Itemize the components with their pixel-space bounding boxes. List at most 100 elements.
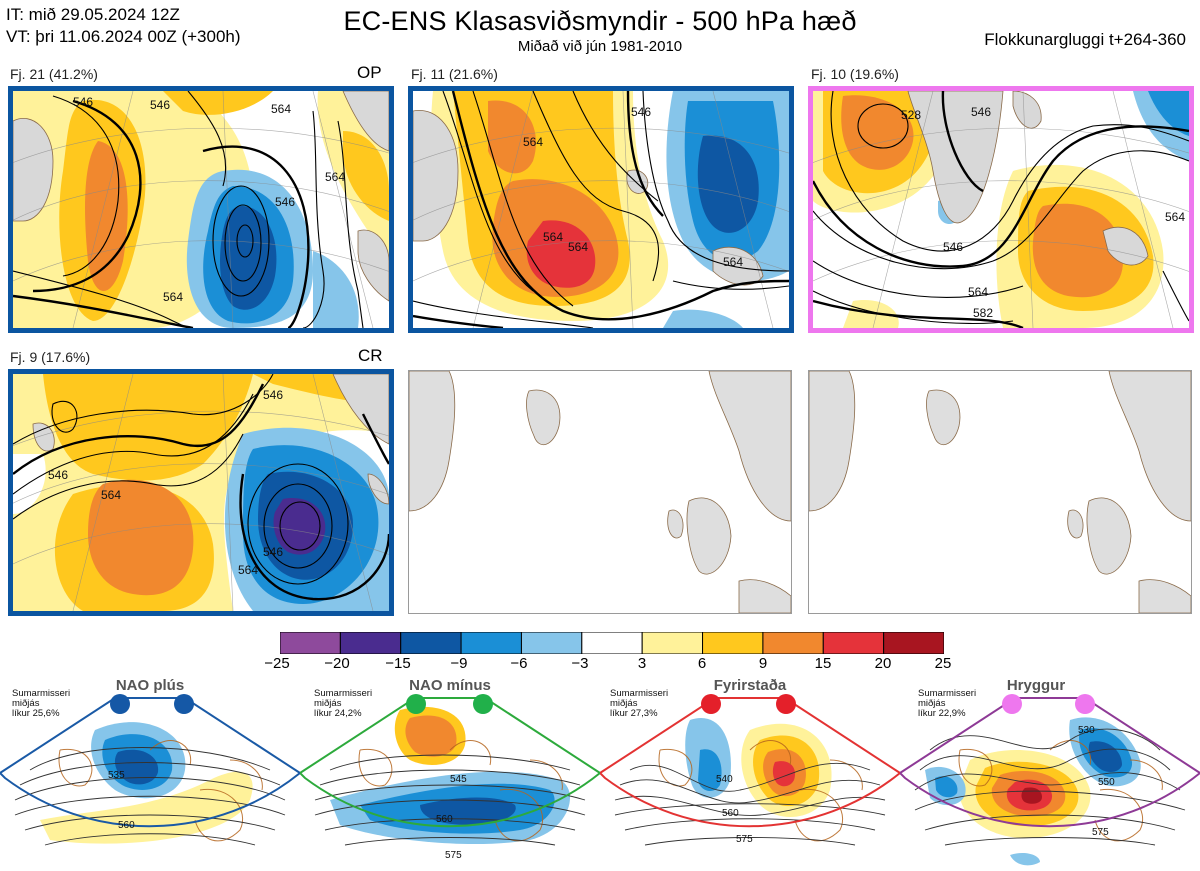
contour-label: 564 bbox=[101, 488, 121, 502]
regime-4-dot bbox=[1002, 694, 1022, 714]
regime-1-dot bbox=[174, 694, 194, 714]
regime-4-dot bbox=[1075, 694, 1095, 714]
colorbar-swatch bbox=[883, 631, 945, 655]
colorbar-swatch bbox=[822, 631, 885, 655]
regime-1-title: NAO plús bbox=[115, 677, 185, 694]
cluster-map-4-graphic: 546 546 564 546 564 bbox=[13, 374, 389, 611]
contour-label: 564 bbox=[238, 563, 258, 577]
panel-4-tag: CR bbox=[358, 346, 383, 365]
contour-label: 546 bbox=[150, 98, 170, 112]
contour-label: 546 bbox=[943, 240, 963, 254]
colorbar-tick: 20 bbox=[874, 655, 892, 672]
regime-4-frame bbox=[900, 697, 1200, 828]
colorbar-swatches bbox=[279, 631, 945, 655]
regime-3-title: Fyrirstaða bbox=[713, 677, 787, 694]
cluster-map-2: 564 546 564 564 564 bbox=[408, 86, 794, 333]
contour-label: 546 bbox=[971, 105, 991, 119]
contour-label: 564 bbox=[1165, 210, 1185, 224]
colorbar-tick: 6 bbox=[697, 655, 707, 672]
colorbar-tick: −6 bbox=[510, 655, 528, 672]
regime-2-dot bbox=[473, 694, 493, 714]
regime-2-map: 545 560 575 bbox=[300, 697, 600, 861]
colorbar-swatch bbox=[641, 631, 704, 655]
contour-label: 546 bbox=[631, 105, 651, 119]
regime-2-frame bbox=[300, 697, 600, 828]
panel-2-label: Fj. 11 (21.6%) bbox=[411, 66, 498, 82]
empty-map-5 bbox=[408, 370, 792, 614]
cluster-map-3-graphic: 528 546 564 546 582 564 bbox=[813, 91, 1189, 328]
contour-label: 528 bbox=[901, 108, 921, 122]
colorbar-tick: 3 bbox=[637, 655, 647, 672]
colorbar-tick: 25 bbox=[934, 655, 952, 672]
regime-2-dot bbox=[406, 694, 426, 714]
contour-label: 535 bbox=[108, 770, 125, 781]
contour-label: 540 bbox=[716, 774, 733, 785]
colorbar-swatch bbox=[520, 631, 583, 655]
contour-label: 545 bbox=[450, 774, 467, 785]
header-info: IT: mið 29.05.2024 12Z VT: þri 11.06.202… bbox=[6, 4, 241, 48]
colorbar-swatch bbox=[279, 631, 341, 655]
contour-label: 530 bbox=[1078, 725, 1095, 736]
colorbar-swatch bbox=[339, 631, 402, 655]
contour-label: 564 bbox=[163, 290, 183, 304]
empty-map-6-graphic bbox=[809, 371, 1191, 613]
colorbar-tick: −3 bbox=[571, 655, 589, 672]
empty-map-5-graphic bbox=[409, 371, 791, 613]
contour-label: 564 bbox=[271, 102, 291, 116]
regime-2-note: Sumarmisseri miðjás líkur 24,2% bbox=[314, 688, 373, 719]
contour-label: 582 bbox=[973, 306, 993, 320]
regime-4-title: Hryggur bbox=[1006, 677, 1066, 694]
page-title: EC-ENS Klasasviðsmyndir - 500 hPa hæð bbox=[343, 6, 857, 36]
regime-4-note: Sumarmisseri miðjás líkur 22,9% bbox=[918, 688, 977, 719]
regime-1-note: Sumarmisseri miðjás líkur 25,6% bbox=[12, 688, 71, 719]
contour-label: 564 bbox=[968, 285, 988, 299]
panel-1-label: Fj. 21 (41.2%) bbox=[10, 66, 98, 82]
contour-label: 564 bbox=[523, 135, 543, 149]
cluster-map-3: 528 546 564 546 582 564 bbox=[808, 86, 1194, 333]
regime-2-title: NAO mínus bbox=[409, 677, 491, 694]
cluster-map-4: 546 546 564 546 564 bbox=[8, 369, 394, 616]
empty-map-6 bbox=[808, 370, 1192, 614]
regime-3-dot bbox=[776, 694, 796, 714]
colorbar-swatch bbox=[400, 631, 462, 655]
regime-3-note: Sumarmisseri miðjás líkur 27,3% bbox=[610, 688, 669, 719]
colorbar-tick: −20 bbox=[324, 655, 350, 672]
colorbar bbox=[279, 631, 945, 659]
valid-time: VT: þri 11.06.2024 00Z (+300h) bbox=[6, 27, 241, 46]
contour-label: 564 bbox=[543, 230, 563, 244]
cluster-map-1: 546 564 564 564 546 546 bbox=[8, 86, 394, 333]
contour-label: 550 bbox=[1098, 777, 1115, 788]
panel-3-label: Fj. 10 (19.6%) bbox=[811, 66, 899, 82]
contour-label: 546 bbox=[263, 388, 283, 402]
panel-4-label: Fj. 9 (17.6%) bbox=[10, 349, 91, 365]
regime-4-map: 530 550 575 bbox=[900, 697, 1200, 866]
cluster-map-2-graphic: 564 546 564 564 564 bbox=[413, 91, 789, 328]
panel-1-tag: OP bbox=[357, 63, 382, 82]
regime-3-dot bbox=[701, 694, 721, 714]
regime-3-frame bbox=[600, 697, 900, 828]
contour-label: 546 bbox=[73, 95, 93, 109]
colorbar-swatch bbox=[460, 631, 522, 655]
contour-label: 560 bbox=[436, 814, 453, 825]
contour-label: 575 bbox=[736, 834, 753, 845]
colorbar-tick: −25 bbox=[264, 655, 290, 672]
contour-label: 546 bbox=[263, 545, 283, 559]
contour-label: 575 bbox=[445, 850, 462, 861]
colorbar-swatch bbox=[762, 631, 824, 655]
issue-time: IT: mið 29.05.2024 12Z bbox=[6, 5, 180, 24]
contour-label: 564 bbox=[325, 170, 345, 184]
classification-window: Flokkunargluggi t+264-360 bbox=[984, 30, 1186, 49]
contour-label: 560 bbox=[118, 820, 135, 831]
cluster-map-1-graphic: 546 564 564 564 546 546 bbox=[13, 91, 389, 328]
colorbar-swatch bbox=[581, 631, 643, 655]
colorbar-tick: 9 bbox=[758, 655, 768, 672]
contour-label: 564 bbox=[568, 240, 588, 254]
regime-3-map: 540 560 575 bbox=[600, 697, 900, 846]
contour-label: 546 bbox=[48, 468, 68, 482]
regime-1-dot bbox=[110, 694, 130, 714]
regime-1-frame bbox=[0, 697, 300, 828]
colorbar-tick: 15 bbox=[814, 655, 832, 672]
colorbar-tick: −9 bbox=[450, 655, 468, 672]
colorbar-swatch bbox=[702, 631, 764, 655]
regime-row: Sumarmisseri miðjás líkur 25,6% NAO plús… bbox=[0, 676, 1200, 871]
